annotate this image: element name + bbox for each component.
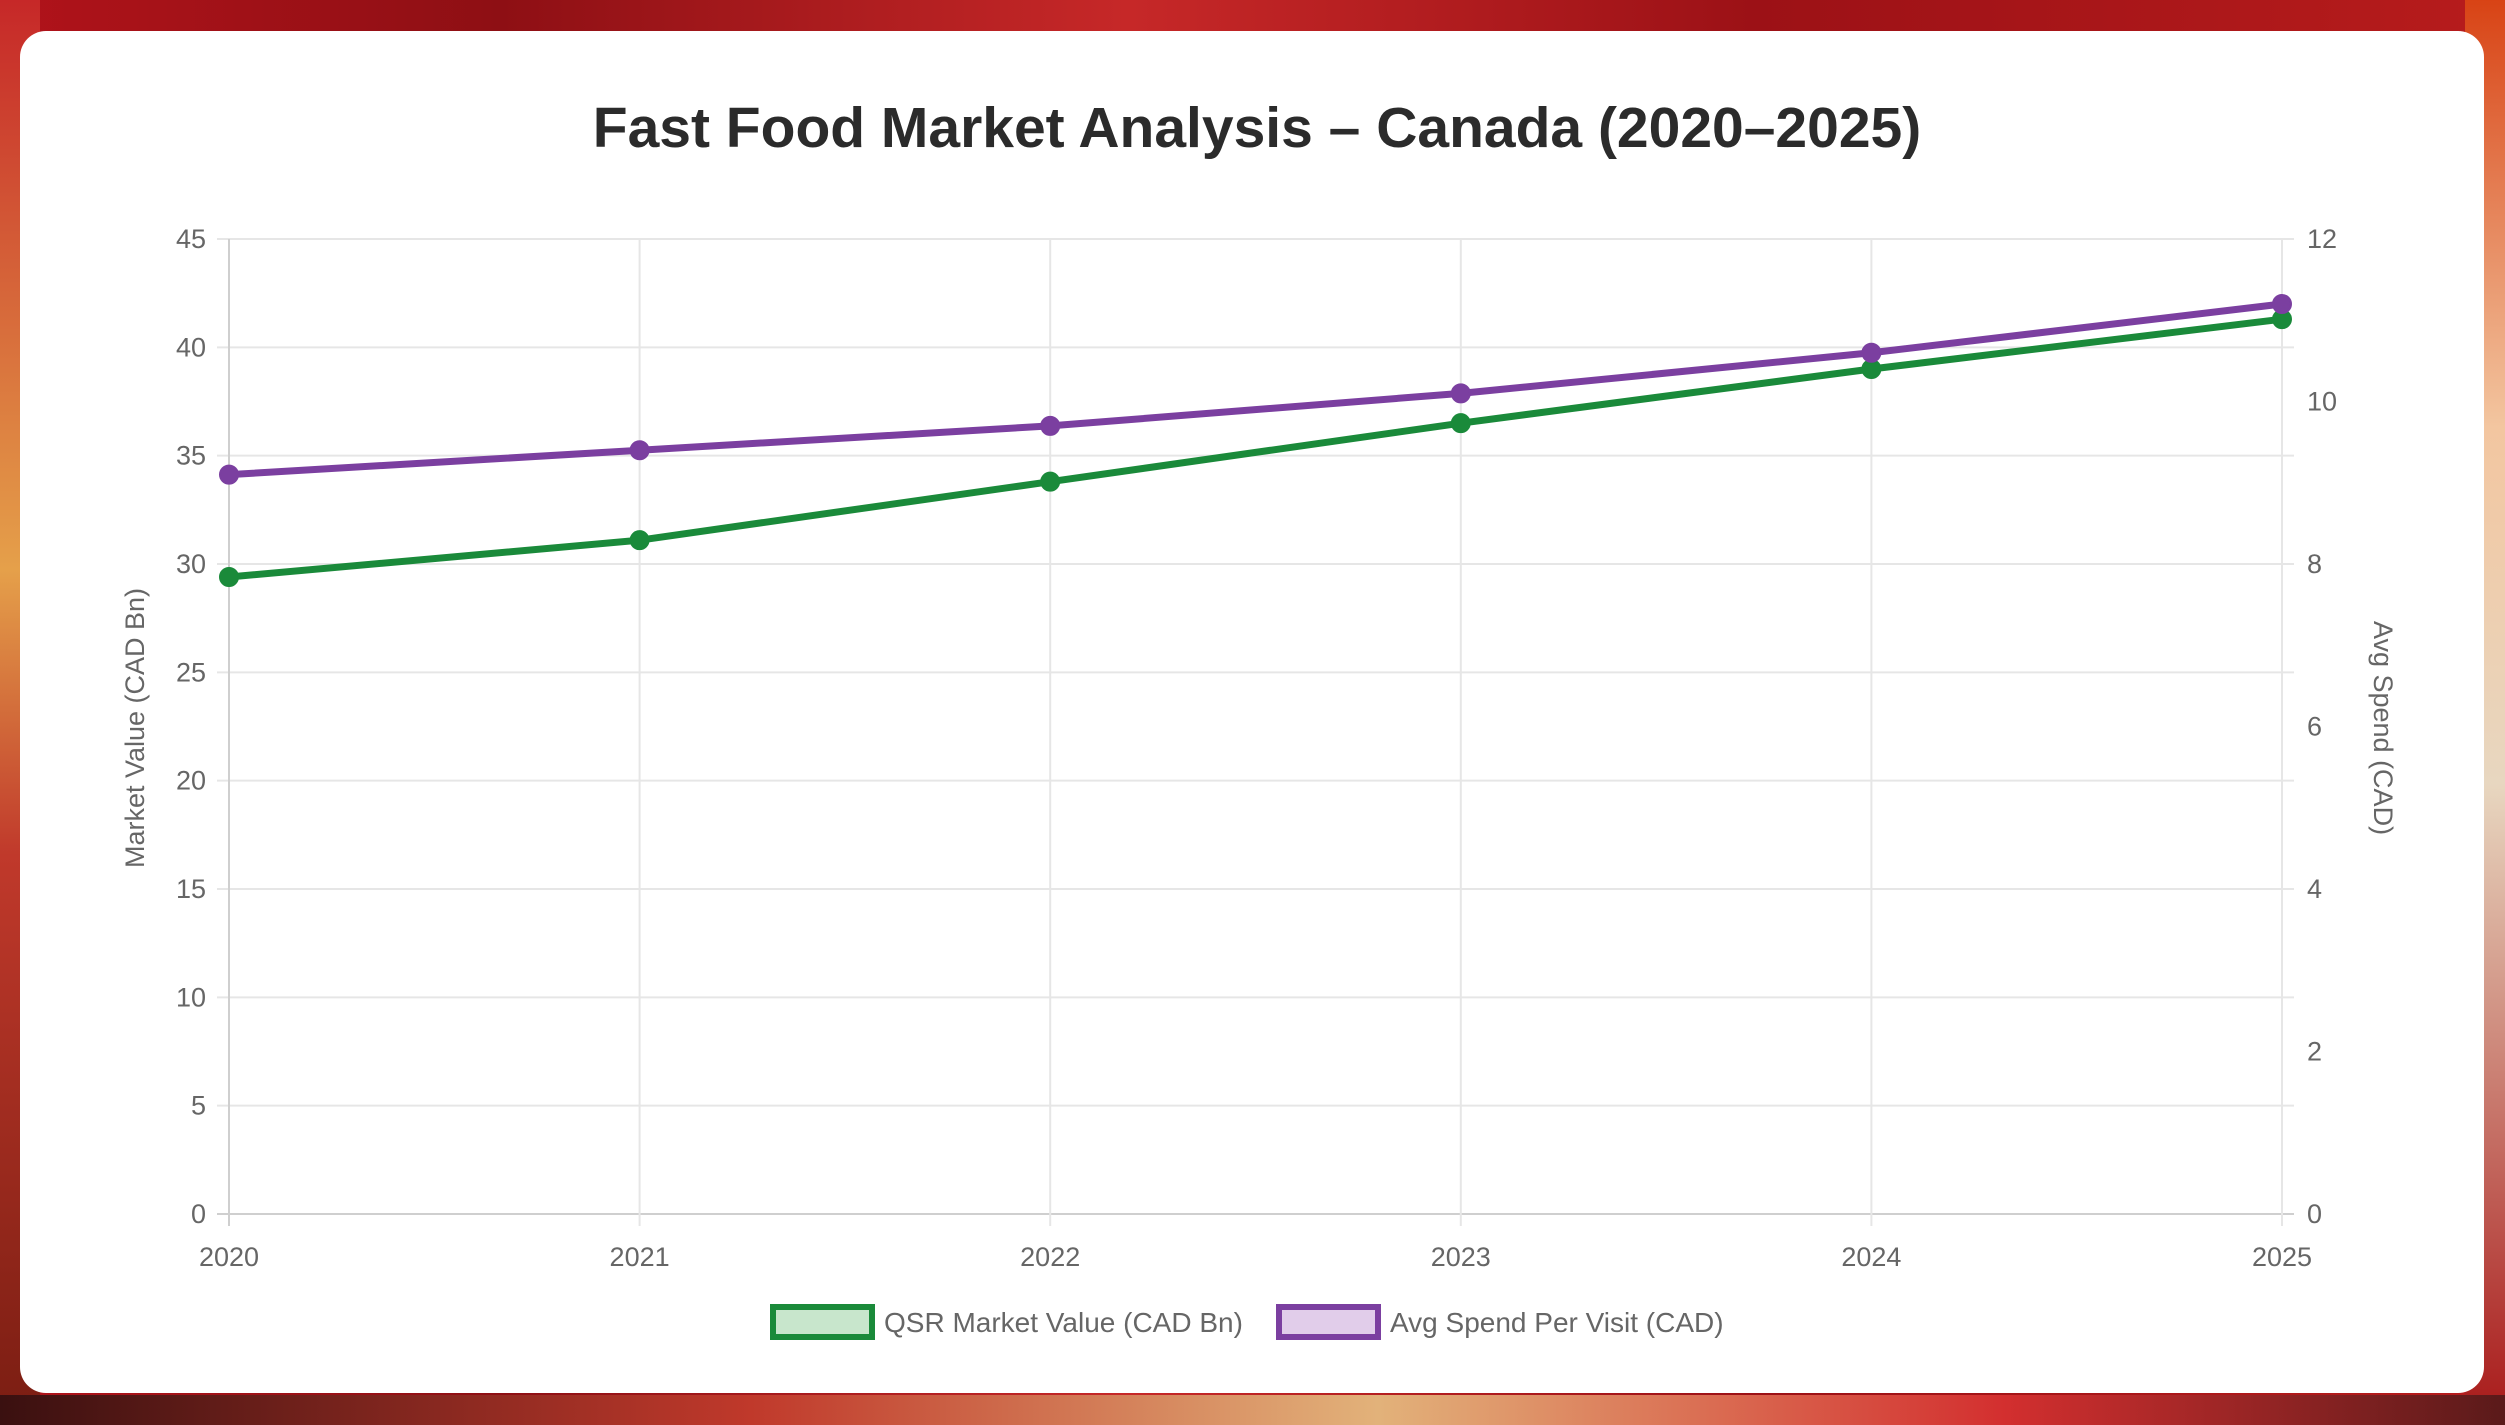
x-tick-label: 2023 bbox=[1431, 1242, 1491, 1272]
right-tick-label: 0 bbox=[2307, 1199, 2322, 1229]
right-tick-label: 8 bbox=[2307, 549, 2322, 579]
legend-swatch-qsr-market-value[interactable] bbox=[770, 1304, 875, 1340]
legend: QSR Market Value (CAD Bn) Avg Spend Per … bbox=[770, 1304, 1724, 1340]
data-point[interactable] bbox=[1450, 413, 1471, 434]
x-tick-label: 2022 bbox=[1020, 1242, 1080, 1272]
chart-card: Fast Food Market Analysis – Canada (2020… bbox=[20, 31, 2484, 1393]
data-point[interactable] bbox=[219, 567, 239, 587]
legend-label-qsr-market-value[interactable]: QSR Market Value (CAD Bn) bbox=[884, 1307, 1243, 1338]
series-line-1 bbox=[225, 300, 2286, 479]
left-tick-label: 45 bbox=[176, 224, 206, 254]
legend-label-avg-spend[interactable]: Avg Spend Per Visit (CAD) bbox=[1390, 1307, 1724, 1338]
left-tick-label: 0 bbox=[191, 1199, 206, 1229]
chart-title: Fast Food Market Analysis – Canada (2020… bbox=[593, 96, 1921, 160]
left-tick-label: 15 bbox=[176, 874, 206, 904]
left-tick-label: 10 bbox=[176, 982, 206, 1012]
left-tick-label: 25 bbox=[176, 657, 206, 687]
right-axis-title: Avg Spend (CAD) bbox=[2368, 621, 2398, 835]
background-bottom-edge bbox=[0, 1395, 2505, 1425]
right-tick-label: 2 bbox=[2307, 1037, 2322, 1067]
right-tick-label: 6 bbox=[2307, 712, 2322, 742]
data-point[interactable] bbox=[629, 530, 650, 551]
right-axis-ticks: 0 2 4 6 8 10 12 bbox=[2307, 224, 2337, 1229]
x-tick-label: 2024 bbox=[1841, 1242, 1901, 1272]
left-axis-title: Market Value (CAD Bn) bbox=[120, 588, 150, 868]
data-point[interactable] bbox=[1450, 383, 1471, 404]
grid bbox=[217, 238, 2294, 1226]
x-tick-label: 2025 bbox=[2252, 1242, 2312, 1272]
left-tick-label: 30 bbox=[176, 549, 206, 579]
data-point[interactable] bbox=[2272, 294, 2292, 314]
series-line-0 bbox=[225, 315, 2286, 581]
right-tick-label: 4 bbox=[2307, 874, 2322, 904]
data-point[interactable] bbox=[1040, 471, 1061, 492]
data-point[interactable] bbox=[629, 440, 650, 461]
right-tick-label: 10 bbox=[2307, 387, 2337, 417]
left-tick-label: 5 bbox=[191, 1091, 206, 1121]
left-axis-ticks: 0 5 10 15 20 25 30 35 40 45 bbox=[176, 224, 206, 1229]
data-point[interactable] bbox=[219, 464, 239, 485]
legend-swatch-avg-spend[interactable] bbox=[1276, 1304, 1381, 1340]
left-tick-label: 35 bbox=[176, 441, 206, 471]
data-point[interactable] bbox=[1040, 415, 1061, 436]
series-layer bbox=[219, 294, 2292, 587]
line-chart: Fast Food Market Analysis – Canada (2020… bbox=[120, 96, 2398, 1340]
x-tick-label: 2020 bbox=[199, 1242, 259, 1272]
left-tick-label: 40 bbox=[176, 332, 206, 362]
x-tick-label: 2021 bbox=[610, 1242, 670, 1272]
x-axis-ticks: 2020 2021 2022 2023 2024 2025 bbox=[199, 1242, 2312, 1272]
left-tick-label: 20 bbox=[176, 766, 206, 796]
data-point[interactable] bbox=[1861, 342, 1882, 363]
right-tick-label: 12 bbox=[2307, 224, 2337, 254]
